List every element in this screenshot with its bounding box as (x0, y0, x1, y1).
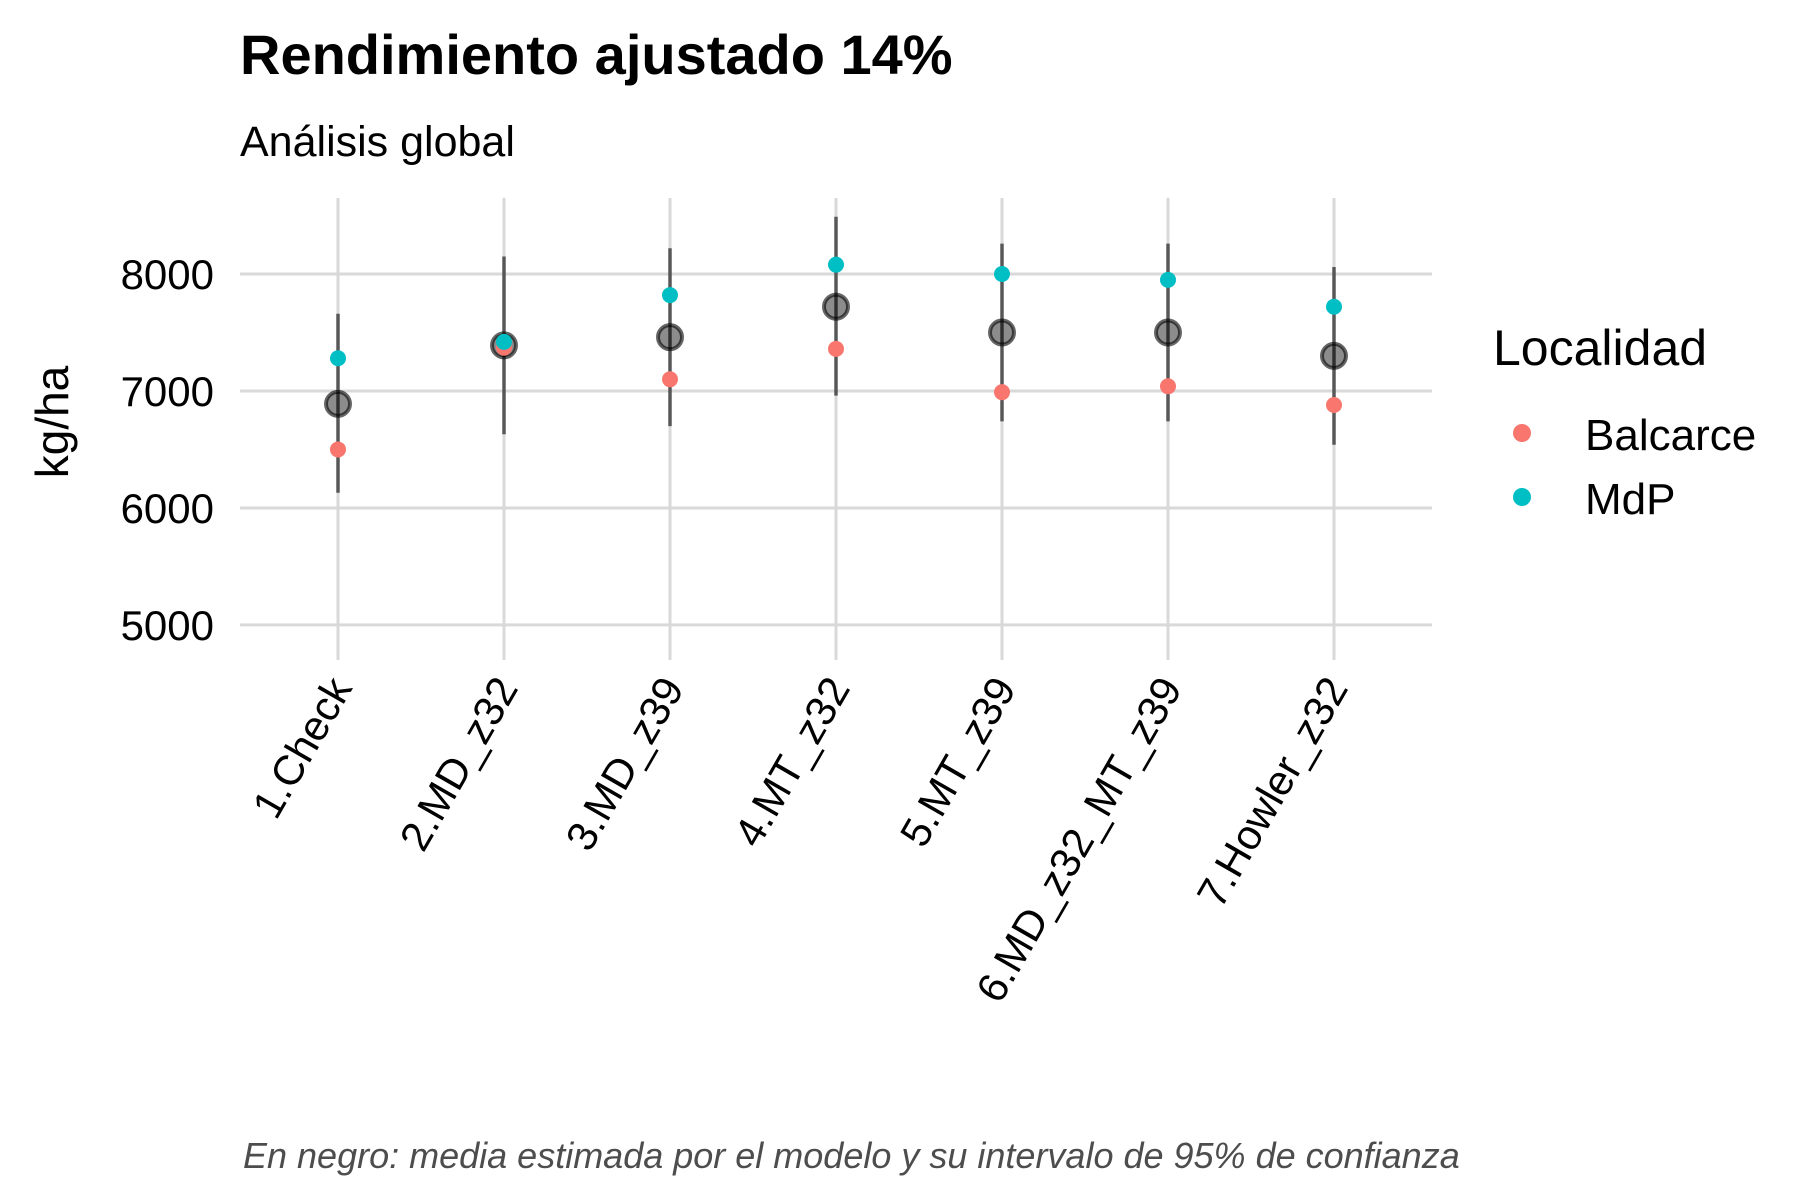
x-axis-ticks: 1.Check 2.MD_z32 3.MD_z39 4.MT_z32 5.MT_z396… (243, 668, 1357, 1010)
legend-swatch-mdp (1513, 488, 1531, 506)
legend-label-mdp: MdP (1585, 475, 1675, 524)
y-tick-label: 6000 (121, 485, 214, 532)
point-mdp (1160, 271, 1176, 288)
y-tick-label: 7000 (121, 368, 214, 415)
point-balcarce (330, 441, 346, 458)
point-balcarce (828, 340, 844, 357)
y-tick-label: 5000 (121, 602, 214, 649)
model-means (324, 292, 1348, 418)
mean-point (822, 292, 850, 321)
point-balcarce (1160, 378, 1176, 395)
legend: Localidad Balcarce MdP (1493, 320, 1756, 524)
chart-caption: En negro: media estimada por el modelo y… (243, 1135, 1460, 1176)
point-balcarce (994, 384, 1010, 401)
legend-title: Localidad (1493, 320, 1707, 376)
x-tick-label: 1.Check (243, 668, 361, 826)
mean-point (1154, 318, 1182, 347)
legend-swatch-balcarce (1513, 424, 1531, 442)
point-mdp (828, 256, 844, 273)
mean-point (324, 389, 352, 418)
point-mdp (662, 287, 678, 304)
mean-point (988, 318, 1016, 347)
mean-point (656, 323, 684, 352)
point-mdp (994, 266, 1010, 283)
point-mdp (496, 333, 512, 350)
x-tick-label: 7.Howler_z32 (1188, 669, 1357, 915)
chart-subtitle: Análisis global (240, 118, 515, 166)
x-tick-label: 4.MT_z32 (725, 669, 859, 854)
chart-title: Rendimiento ajustado 14% (240, 23, 953, 86)
point-balcarce (1326, 397, 1342, 414)
x-tick-label: 5.MT_z39 (891, 669, 1025, 854)
y-axis-ticks: 5000 6000 7000 8000 (121, 251, 214, 649)
y-tick-label: 8000 (121, 251, 214, 298)
point-balcarce (662, 371, 678, 388)
data-points (330, 256, 1342, 458)
x-tick-label: 2.MD_z32 (390, 669, 526, 858)
legend-label-balcarce: Balcarce (1585, 411, 1756, 460)
point-mdp (1326, 298, 1342, 315)
legend-items: Balcarce MdP (1513, 411, 1756, 524)
x-tick-label: 3.MD_z39 (556, 669, 692, 858)
y-axis-title: kg/ha (26, 365, 78, 478)
point-mdp (330, 350, 346, 367)
mean-point (1320, 341, 1348, 370)
